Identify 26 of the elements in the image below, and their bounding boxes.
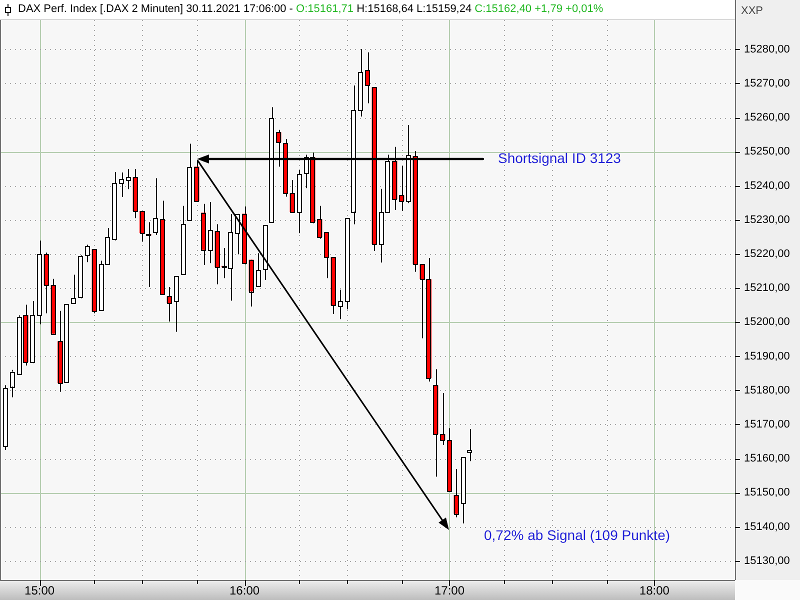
x-tick-label: 15:00 [24, 584, 55, 598]
y-tick-label: 15210,00 [744, 282, 790, 294]
chart-subtitle: O:15161,71 H:15168,64 L:15159,24 C:15162,40 +1,79 +0,01% [296, 3, 604, 15]
y-tick-label: 15220,00 [744, 248, 790, 260]
y-tick-label: 15140,00 [744, 520, 790, 533]
x-tick-label: 18:00 [639, 584, 670, 598]
y-tick-label: 15160,00 [744, 452, 790, 465]
y-tick-label: 15260,00 [744, 112, 790, 124]
candlestick [92, 248, 97, 314]
y-tick-label: 15150,00 [744, 486, 790, 499]
y-tick-label: 15230,00 [744, 214, 790, 226]
y-tick-label: 15180,00 [744, 384, 790, 396]
chart-title: DAX Perf. Index [.DAX 2 Minuten] 30.11.2021 17:06:00 - [18, 3, 293, 15]
y-tick-label: 15240,00 [744, 180, 790, 192]
y-tick-label: 15190,00 [744, 350, 790, 362]
y-tick-label: 15280,00 [744, 43, 790, 56]
annotation: 0,72% ab Signal (109 Punkte) [484, 526, 670, 543]
y-tick-label: 15250,00 [744, 146, 790, 158]
annotation: Shortsignal ID 3123 [498, 150, 622, 166]
text: XXP [741, 5, 764, 18]
x-tick-label: 16:00 [230, 584, 260, 598]
y-tick-label: 15270,00 [744, 77, 790, 90]
y-tick-label: 15130,00 [744, 554, 790, 567]
x-tick-label: 17:00 [434, 584, 465, 598]
y-tick-label: 15200,00 [744, 316, 790, 328]
y-tick-label: 15170,00 [744, 418, 790, 431]
